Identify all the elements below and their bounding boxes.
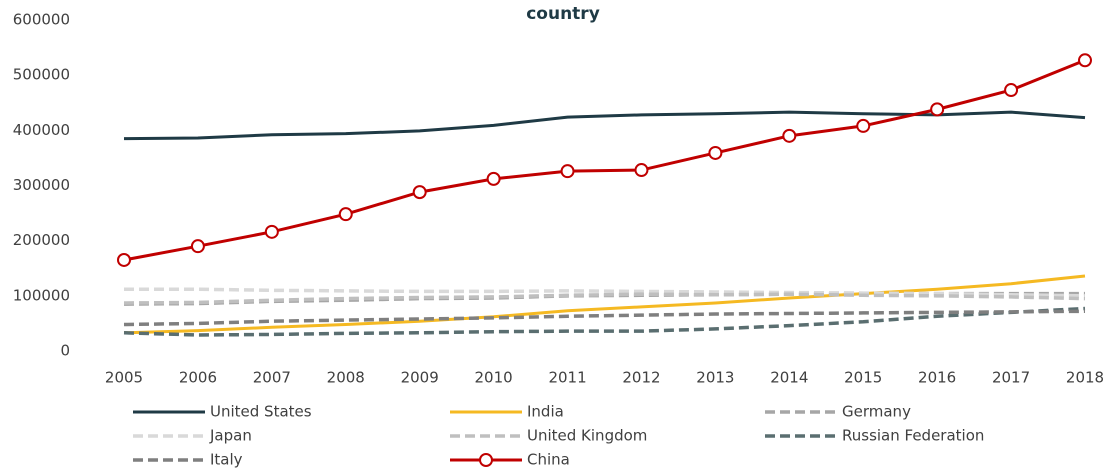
series-marker bbox=[412, 185, 427, 200]
series-line bbox=[123, 306, 1086, 337]
x-tick-label: 2006 bbox=[179, 369, 217, 387]
x-tick-label: 2008 bbox=[327, 369, 365, 387]
legend-label: Russian Federation bbox=[842, 427, 984, 445]
series-marker bbox=[338, 207, 353, 222]
series-marker bbox=[856, 118, 871, 133]
series-marker bbox=[117, 252, 131, 267]
y-tick-label: 100000 bbox=[13, 286, 70, 304]
chart-title: country bbox=[526, 4, 600, 24]
legend-label: United States bbox=[210, 403, 312, 421]
x-tick-label: 2009 bbox=[401, 369, 439, 387]
series-marker bbox=[634, 163, 649, 178]
x-tick-label: 2007 bbox=[253, 369, 291, 387]
series-marker bbox=[930, 102, 945, 117]
x-tick-label: 2013 bbox=[696, 369, 734, 387]
series-line bbox=[123, 309, 1086, 327]
legend-label: Germany bbox=[842, 403, 911, 421]
legend-label: Italy bbox=[210, 451, 243, 469]
legend-label: United Kingdom bbox=[527, 427, 647, 445]
legend-label: Japan bbox=[209, 427, 252, 445]
series-marker bbox=[486, 171, 501, 186]
x-tick-label: 2017 bbox=[992, 369, 1030, 387]
series-marker bbox=[782, 128, 797, 143]
x-tick-label: 2005 bbox=[105, 369, 143, 387]
series-marker bbox=[708, 145, 723, 160]
legend-label: India bbox=[527, 403, 564, 421]
legend-label: China bbox=[527, 451, 570, 469]
x-tick-label: 2011 bbox=[548, 369, 586, 387]
x-tick-label: 2010 bbox=[475, 369, 513, 387]
y-tick-label: 400000 bbox=[13, 121, 70, 139]
series-marker bbox=[1078, 53, 1092, 68]
series-line bbox=[123, 274, 1086, 335]
y-tick-label: 600000 bbox=[13, 11, 70, 29]
y-tick-label: 300000 bbox=[13, 176, 70, 194]
series-marker bbox=[560, 164, 575, 179]
series-line bbox=[123, 110, 1086, 141]
y-tick-label: 200000 bbox=[13, 231, 70, 249]
legend-marker bbox=[479, 453, 493, 467]
y-tick-label: 0 bbox=[60, 342, 70, 360]
series-line bbox=[124, 287, 1086, 298]
series-line bbox=[123, 292, 1086, 305]
y-tick-label: 500000 bbox=[13, 66, 70, 84]
x-tick-label: 2015 bbox=[844, 369, 882, 387]
x-tick-label: 2016 bbox=[918, 369, 956, 387]
series-line bbox=[123, 58, 1086, 262]
series-marker bbox=[190, 239, 205, 254]
series-marker bbox=[1004, 83, 1019, 98]
x-tick-label: 2014 bbox=[770, 369, 808, 387]
series-marker bbox=[264, 224, 279, 239]
x-tick-label: 2012 bbox=[622, 369, 660, 387]
x-tick-label: 2018 bbox=[1066, 369, 1104, 387]
